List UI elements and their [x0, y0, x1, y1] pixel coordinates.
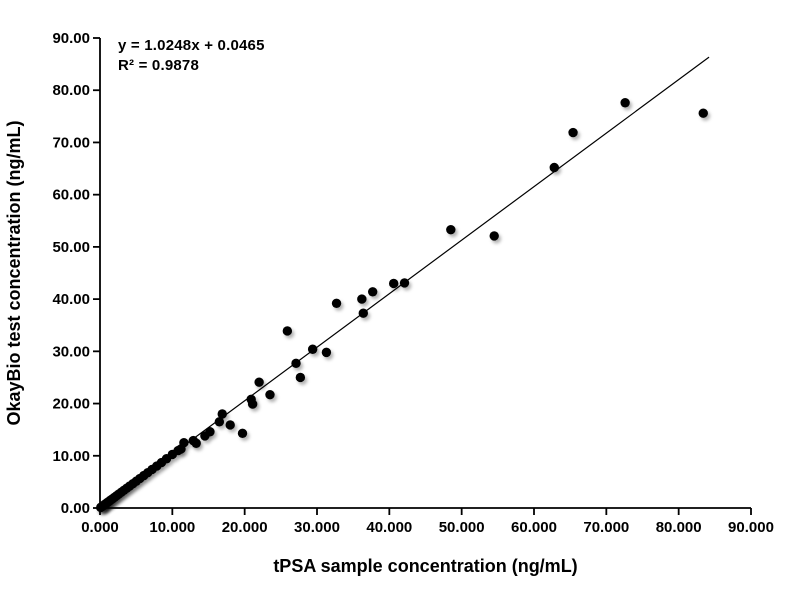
data-point [307, 344, 318, 354]
data-point [549, 162, 559, 173]
data-point [489, 231, 499, 241]
x-tick-label: 10.000 [149, 519, 195, 536]
x-tick-label: 50.000 [439, 519, 485, 536]
y-tick-label: 60.00 [52, 187, 90, 204]
data-point [225, 420, 235, 430]
data-point [568, 127, 578, 138]
x-tick-label: 80.000 [656, 519, 702, 536]
x-tick-label: 40.000 [366, 519, 412, 536]
data-point [620, 98, 630, 108]
y-tick-label: 20.00 [52, 396, 90, 413]
data-point [446, 224, 456, 235]
x-tick-label: 60.000 [511, 519, 557, 536]
x-tick-label: 90.000 [728, 519, 774, 536]
y-axis-title: OkayBio test concentration (ng/mL) [4, 120, 24, 426]
data-point [265, 389, 275, 400]
data-point [358, 308, 368, 318]
y-tick-label: 0.00 [61, 500, 90, 517]
data-point [291, 358, 301, 369]
y-tick-label: 80.00 [52, 82, 90, 99]
data-point [331, 298, 342, 308]
data-point [179, 438, 189, 448]
data-point [399, 278, 410, 288]
data-point [321, 347, 332, 358]
x-axis-title: tPSA sample concentration (ng/mL) [273, 556, 578, 576]
data-point [191, 438, 201, 448]
data-point [217, 409, 227, 419]
data-point [698, 108, 708, 118]
data-point [254, 377, 264, 387]
data-point [282, 326, 293, 336]
y-tick-label: 40.00 [52, 291, 90, 308]
equation-text: y = 1.0248x + 0.0465 [118, 37, 265, 54]
y-tick-label: 10.00 [52, 448, 90, 465]
y-tick-label: 30.00 [52, 343, 90, 360]
y-tick-label: 50.00 [52, 239, 90, 256]
y-tick-label: 70.00 [52, 134, 90, 151]
data-point [357, 294, 367, 304]
y-tick-label: 90.00 [52, 30, 90, 47]
data-point [367, 287, 378, 297]
x-tick-label: 70.000 [583, 519, 629, 536]
x-tick-label: 30.000 [294, 519, 340, 536]
data-point [388, 278, 399, 289]
data-point [214, 417, 225, 427]
r-squared-text: R² = 0.9878 [118, 57, 200, 74]
data-point [247, 399, 258, 409]
data-point [237, 428, 248, 439]
x-tick-label: 20.000 [222, 519, 268, 536]
trendline-annotation: y = 1.0248x + 0.0465 R² = 0.9878 [118, 36, 265, 76]
data-point [295, 372, 306, 383]
x-tick-label: 0.000 [81, 519, 119, 536]
data-point [205, 427, 215, 437]
